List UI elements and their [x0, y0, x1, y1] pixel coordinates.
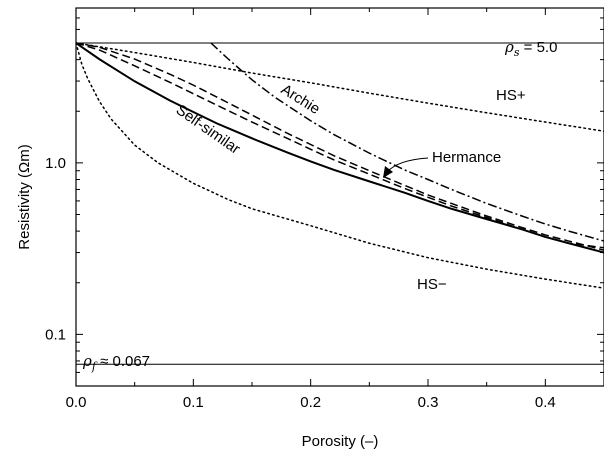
tick-labels: 0.0 0.1 0.2 0.3 0.4 0.1 1.0 — [45, 155, 556, 411]
series-line-hs- — [76, 42, 604, 289]
plot-lines — [76, 42, 604, 365]
series-line-hermance — [76, 42, 604, 251]
x-tick-label-0: 0.0 — [66, 394, 87, 411]
hermance-leader-line — [386, 157, 429, 173]
series-line-hs- — [76, 42, 604, 132]
x-axis-title: Porosity (–) — [302, 433, 379, 450]
hermance-arrowhead — [383, 166, 393, 178]
hs-minus-label: HS− — [417, 276, 447, 293]
x-tick-label-2: 0.2 — [300, 394, 321, 411]
hermance-label: Hermance — [432, 149, 501, 166]
series-line-archie — [210, 42, 604, 242]
series-line-self-similar — [76, 42, 604, 254]
plot-frame — [75, 7, 604, 387]
rho-f-label: ρf ≈ 0.067 — [82, 352, 150, 373]
x-tick-label-4: 0.4 — [535, 394, 556, 411]
archie-label: Archie — [278, 81, 323, 118]
x-tick-label-1: 0.1 — [183, 394, 204, 411]
axis-ticks — [75, 8, 604, 386]
hs-plus-label: HS+ — [496, 87, 526, 104]
rho-s-label: ρs = 5.0 — [504, 38, 557, 59]
y-axis-title: Resistivity (Ωm) — [16, 144, 33, 249]
x-tick-label-3: 0.3 — [418, 394, 439, 411]
y-tick-label-1: 1.0 — [45, 155, 66, 172]
series-line-3 — [76, 42, 604, 249]
y-tick-label-0: 0.1 — [45, 326, 66, 343]
